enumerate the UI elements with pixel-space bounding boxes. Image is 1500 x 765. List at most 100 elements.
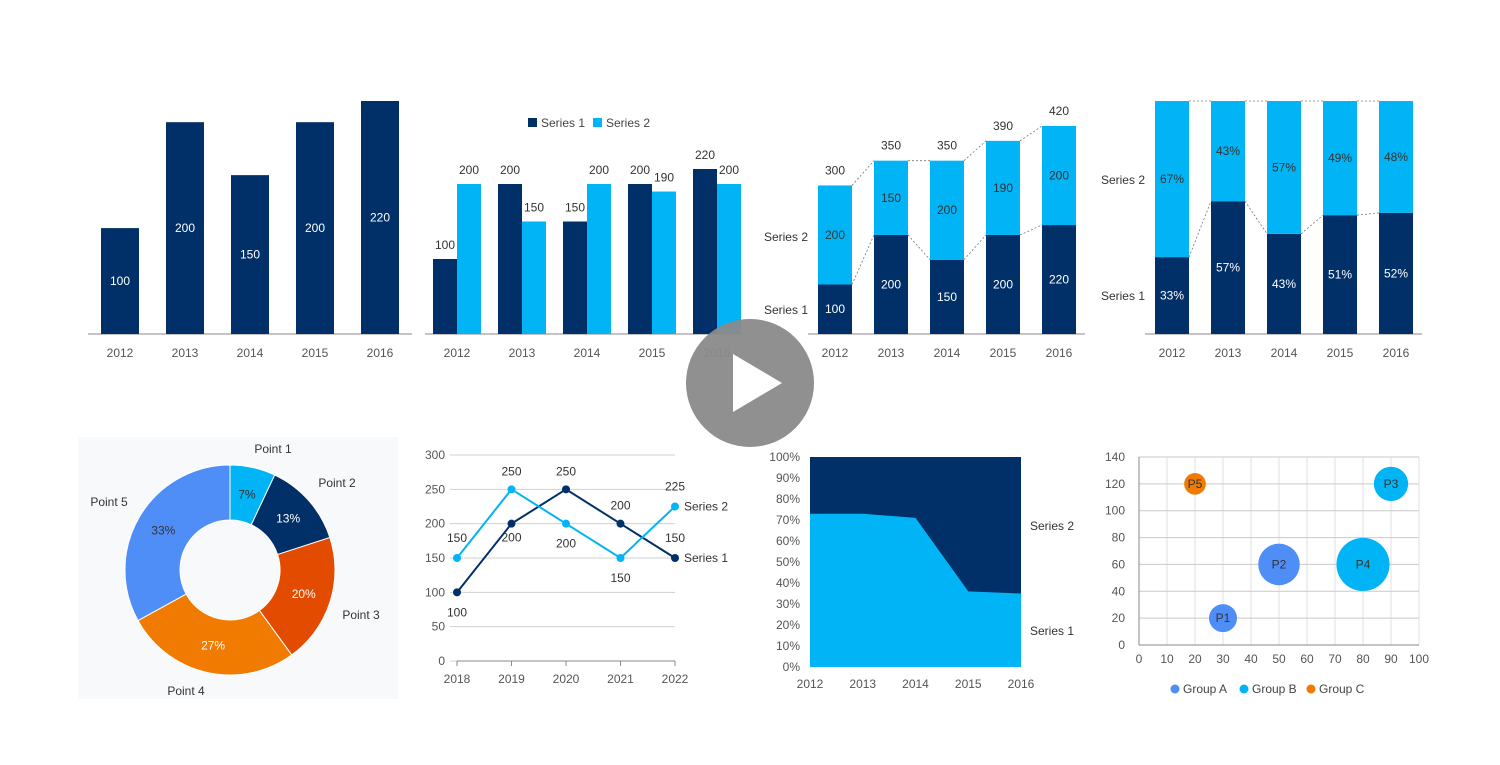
data-label: 200 [719,163,739,177]
bar [652,191,676,334]
x-tick-label: 2015 [955,677,982,691]
bar-segment [1042,126,1076,226]
legend-swatch [528,118,537,127]
data-label: 43% [1216,144,1240,158]
x-tick-label: 70 [1328,652,1342,666]
chart-7-area: 0% 10% 20% 30% 40% 50% 60% 70% 80% 90% 100% 2012 201… [769,450,1074,691]
data-label: 200 [937,203,957,217]
bubble [1258,543,1300,586]
bar [693,169,717,334]
data-label: 200 [501,531,521,545]
series-connector [963,234,987,260]
bar-segment [1155,101,1189,258]
x-tick-label: 2012 [444,346,471,360]
series-point [671,502,679,511]
x-tick-label: 2022 [662,672,689,686]
data-label: 43% [1272,277,1296,291]
x-tick-label: 2019 [498,672,525,686]
data-label: 200 [556,537,576,551]
data-label: 200 [589,163,609,177]
data-label: 220 [1049,273,1069,287]
bubble [1373,466,1409,502]
y-tick-label: 0% [783,660,801,674]
bar [522,221,546,334]
play-button[interactable] [686,319,814,447]
bar-segment [930,160,964,260]
x-tick-label: 2013 [509,346,536,360]
legend-swatch [1170,684,1180,694]
data-label: 150 [240,248,260,262]
series-label: Series 1 [684,551,728,565]
bar [587,184,611,334]
series-connector [1356,212,1380,216]
chart-8-bubble: 0 10 20 30 40 50 60 70 80 90 100 0 20 40 60 80 100 120 140… [1105,450,1429,696]
chart-2-clustered-bar: 100 200 2012 200 150 2013 150 200 2014 200 190 2015… [425,116,745,360]
chart-3-stacked-bar: 100 200 300 2012 200 150 350 2013 150 200 350 2014 2… [764,104,1085,360]
series-point [616,519,625,528]
x-tick-label: 2014 [934,346,961,360]
x-tick-label: 60 [1300,652,1314,666]
bar [628,184,652,334]
x-tick-label: 2014 [574,346,601,360]
chart-4-percent-stacked-bar: 33% 67% 2012 57% 43% 2013 43% 57% 2014 51% 49% 2015… [1101,100,1422,360]
data-label: 200 [993,277,1013,291]
series-label: Series 1 [1030,624,1074,638]
x-tick-label: 2015 [639,346,666,360]
y-tick-label: 20% [776,618,800,632]
data-label: 220 [370,211,390,225]
x-tick-label: 90 [1384,652,1398,666]
x-tick-label: 50 [1272,652,1286,666]
series-connector [851,160,875,186]
data-label: 100 [435,238,455,252]
series-point [671,554,679,562]
series-connector [963,140,987,161]
bar-segment [1211,101,1245,202]
series-point [562,519,570,528]
bar-segment [1267,233,1301,334]
x-tick-label: 2013 [878,346,905,360]
slice-value-label: 33% [151,524,175,538]
chart-5-donut: 7% Point 1 13% Point 2 20% Point 3 27% Point 4 3… [78,437,398,699]
data-label: 250 [556,464,576,478]
x-tick-label: 100 [1409,652,1429,666]
y-tick-label: 80% [776,492,800,506]
series-connector [1300,214,1324,235]
bar-segment [986,234,1020,334]
series-point [562,485,570,494]
y-tick-label: 200 [425,517,445,531]
y-tick-label: 100 [1105,504,1125,518]
data-label: 150 [565,201,585,215]
data-label: 200 [305,221,325,235]
x-tick-label: 2018 [444,672,471,686]
y-tick-label: 150 [425,551,445,565]
y-tick-label: 40 [1112,584,1126,598]
series-label: Series 2 [684,500,728,514]
bubble-label: P2 [1272,557,1287,571]
bar-segment [1211,201,1245,334]
series-connector [1244,200,1268,235]
area-series-1 [810,513,1021,667]
total-label: 350 [881,139,901,153]
bubble-label: P4 [1356,557,1371,571]
x-tick-label: 2016 [1008,677,1035,691]
x-tick-label: 2016 [1046,346,1073,360]
data-label: 150 [665,531,685,545]
x-tick-label: 2014 [902,677,929,691]
series-connector [1188,201,1212,258]
data-label: 200 [610,499,630,513]
y-tick-label: 0 [438,654,445,668]
series-label: Series 1 [764,303,808,317]
data-label: 150 [447,531,467,545]
data-label: 57% [1272,160,1296,174]
donut-slice [137,593,293,676]
series-label: Series 1 [1101,289,1145,303]
y-tick-label: 10% [776,639,800,653]
legend-swatch [593,118,602,127]
data-label: 220 [695,148,715,162]
x-tick-label: 2013 [1215,346,1242,360]
x-tick-label: 2014 [237,346,264,360]
data-label: 52% [1384,266,1408,280]
bubble [1184,473,1206,495]
